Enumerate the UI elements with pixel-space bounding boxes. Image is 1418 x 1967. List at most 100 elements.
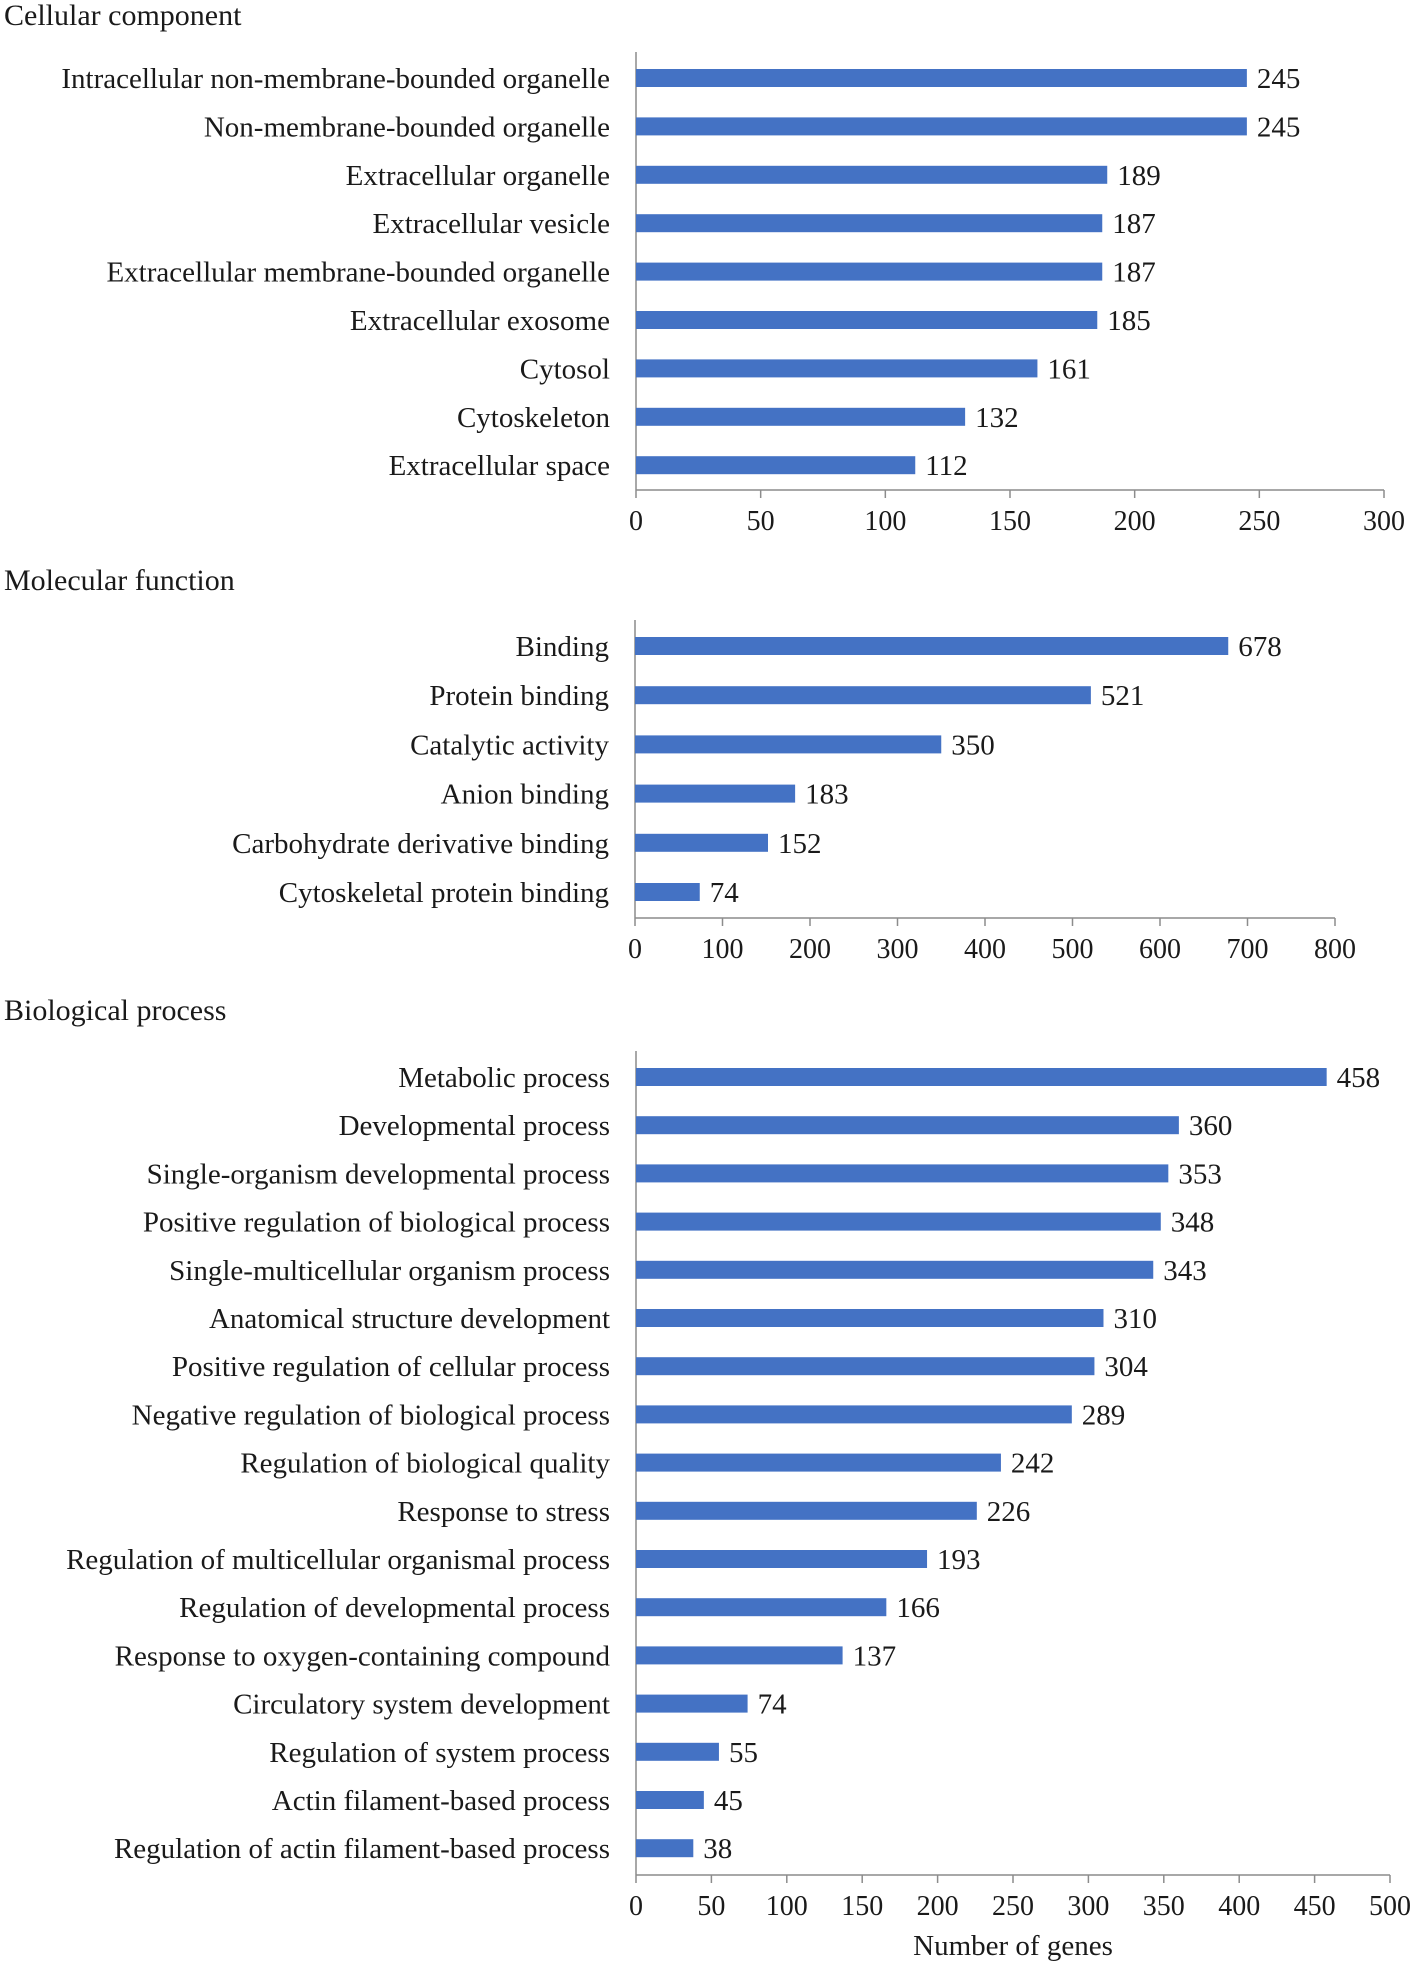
biological-process-bar [636,1550,928,1568]
biological-process-category-label: Metabolic process [398,1062,610,1094]
molecular-function-value-label: 74 [710,877,740,909]
cellular-component-tick-label: 50 [747,506,775,537]
cellular-component-bar [636,69,1247,87]
cellular-component-value-label: 112 [925,450,967,482]
cellular-component-category-label: Extracellular exosome [350,305,610,337]
biological-process-bar [636,1646,843,1665]
biological-process-bar [636,1453,1001,1472]
cellular-component-tick-label: 0 [629,506,643,537]
cellular-component-title: Cellular component [4,0,242,32]
cellular-component-category-label: Intracellular non-membrane-bounded organ… [61,63,610,95]
biological-process-category-label: Circulatory system development [233,1689,610,1721]
molecular-function-bar [635,686,1091,705]
molecular-function-tick-label: 600 [1139,934,1181,965]
molecular-function-tick-label: 100 [702,934,744,965]
biological-process-value-label: 55 [729,1737,758,1769]
biological-process-category-label: Regulation of multicellular organismal p… [66,1544,610,1576]
cellular-component-bar [636,165,1108,184]
biological-process-category-label: Response to stress [397,1496,610,1528]
cellular-component-bar [636,359,1038,378]
molecular-function-bar [635,883,700,901]
biological-process-tick-label: 400 [1218,1891,1260,1922]
molecular-function-tick-label: 800 [1314,934,1356,965]
cellular-component-value-label: 185 [1107,305,1151,337]
molecular-function-tick-label: 500 [1052,934,1094,965]
biological-process-category-label: Negative regulation of biological proces… [132,1399,610,1431]
cellular-component-bar [636,407,966,426]
biological-process-value-label: 458 [1337,1062,1381,1094]
x-axis-title: Number of genes [913,1930,1113,1962]
molecular-function-title: Molecular function [4,564,235,597]
molecular-function-value-label: 521 [1101,680,1145,712]
biological-process-tick-label: 100 [766,1891,808,1922]
cellular-component-tick-label: 300 [1363,506,1405,537]
cellular-component-bar [636,311,1098,329]
biological-process-bar [636,1598,887,1617]
cellular-component-category-label: Cytoskeleton [457,402,611,434]
biological-process-tick-label: 0 [629,1891,643,1922]
molecular-function-bar [635,735,942,754]
biological-process-value-label: 74 [758,1689,788,1721]
molecular-function-bar [635,637,1229,655]
biological-process-category-label: Anatomical structure development [209,1303,610,1335]
biological-process-bar [636,1501,977,1520]
cellular-component-bar [636,117,1247,136]
biological-process-bar [636,1309,1104,1327]
molecular-function-category-label: Catalytic activity [410,729,609,761]
biological-process-category-label: Actin filament-based process [272,1785,610,1817]
biological-process-category-label: Regulation of biological quality [240,1448,610,1480]
biological-process-bar [636,1694,748,1713]
cellular-component-tick-label: 150 [989,506,1031,537]
biological-process-value-label: 137 [853,1640,897,1672]
cellular-component-category-label: Extracellular organelle [346,160,610,192]
cellular-component-category-label: Extracellular membrane-bounded organelle [106,257,610,289]
biological-process-value-label: 193 [937,1544,981,1576]
cellular-component-bar [636,456,916,475]
biological-process-bar [636,1068,1327,1086]
biological-process-tick-label: 350 [1143,1891,1185,1922]
biological-process-bar [636,1357,1095,1376]
molecular-function-tick-label: 200 [789,934,831,965]
molecular-function-tick-label: 700 [1227,934,1269,965]
biological-process-tick-label: 450 [1294,1891,1336,1922]
biological-process-tick-label: 50 [697,1891,725,1922]
biological-process-bar [636,1260,1154,1279]
biological-process-bar [636,1742,719,1761]
cellular-component-value-label: 189 [1117,160,1161,192]
molecular-function-tick-label: 400 [964,934,1006,965]
biological-process-value-label: 304 [1104,1351,1148,1383]
biological-process-value-label: 45 [714,1785,743,1817]
molecular-function-tick-label: 300 [877,934,919,965]
biological-process-category-label: Regulation of developmental process [179,1592,610,1624]
biological-process-category-label: Regulation of system process [269,1737,610,1769]
biological-process-value-label: 343 [1163,1255,1207,1287]
cellular-component-category-label: Non-membrane-bounded organelle [204,111,610,143]
biological-process-value-label: 166 [896,1592,940,1624]
molecular-function-category-label: Binding [516,631,609,663]
cellular-component-tick-label: 100 [864,506,906,537]
biological-process-value-label: 38 [703,1833,732,1865]
biological-process-category-label: Positive regulation of biological proces… [143,1207,610,1239]
biological-process-bar [636,1791,704,1809]
biological-process-value-label: 348 [1171,1207,1215,1239]
molecular-function-category-label: Cytoskeletal protein binding [279,877,609,909]
molecular-function-value-label: 350 [951,729,995,761]
biological-process-category-label: Single-multicellular organism process [169,1255,610,1287]
molecular-function-category-label: Carbohydrate derivative binding [232,828,609,860]
biological-process-value-label: 242 [1011,1448,1055,1480]
biological-process-category-label: Single-organism developmental process [147,1158,610,1190]
cellular-component-category-label: Extracellular vesicle [372,208,610,240]
biological-process-category-label: Response to oxygen-containing compound [115,1640,611,1672]
biological-process-bar [636,1839,694,1858]
biological-process-category-label: Positive regulation of cellular process [172,1351,610,1383]
molecular-function-value-label: 183 [805,779,849,811]
biological-process-bar [636,1116,1179,1135]
cellular-component-value-label: 187 [1112,257,1156,289]
biological-process-value-label: 353 [1178,1158,1222,1190]
cellular-component-value-label: 161 [1047,353,1091,385]
biological-process-tick-label: 150 [841,1891,883,1922]
cellular-component-tick-label: 200 [1114,506,1156,537]
cellular-component-bar [636,262,1103,281]
molecular-function-value-label: 678 [1238,631,1282,663]
